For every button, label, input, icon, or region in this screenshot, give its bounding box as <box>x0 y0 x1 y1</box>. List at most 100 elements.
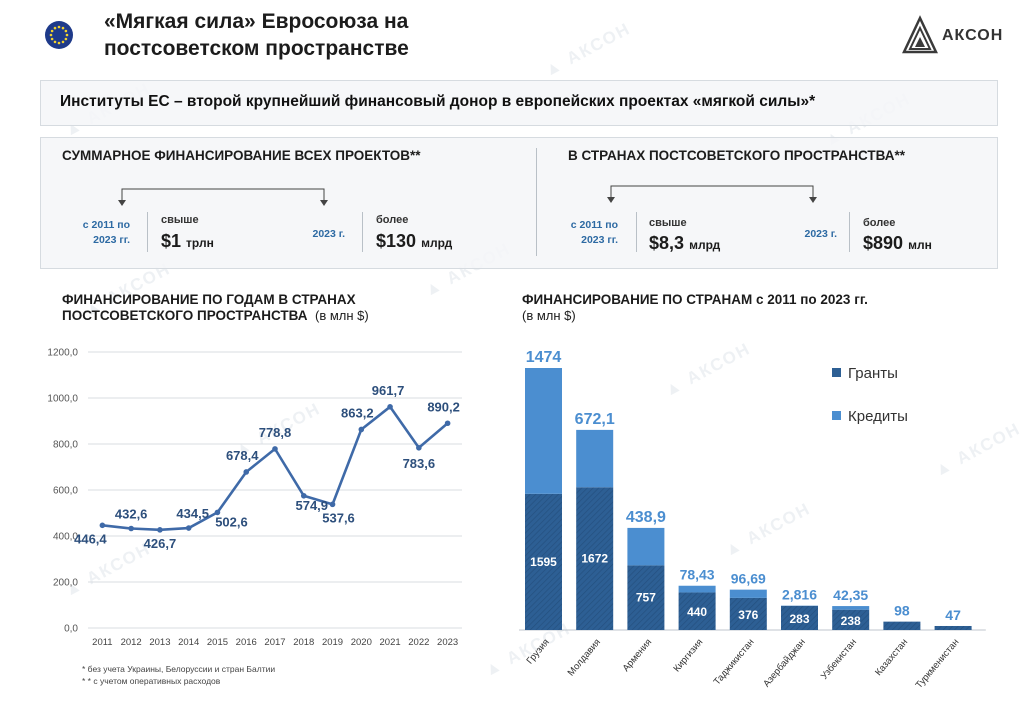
bar-top-label: 98 <box>894 603 910 619</box>
watermark: АКСОН <box>931 419 1024 481</box>
y-tick-label: 200,0 <box>53 578 78 589</box>
period-to: 2023 г. <box>804 228 837 240</box>
bar-grants <box>781 605 818 630</box>
data-label: 890,2 <box>427 399 460 414</box>
stat-label: свыше <box>649 217 687 229</box>
akson-logo-icon <box>902 15 938 54</box>
panel-divider <box>536 148 537 256</box>
category-label: Азербайджан <box>761 637 808 690</box>
y-tick-label: 400,0 <box>53 532 78 543</box>
stat-number: $130 <box>376 231 417 251</box>
line-chart-title: ФИНАНСИРОВАНИЕ ПО ГОДАМ В СТРАНАХ ПОСТСО… <box>62 292 369 324</box>
category-label: Таджикистан <box>712 637 757 688</box>
period-from: с 2011 по 2023 гг. <box>82 219 130 246</box>
line-chart: 0,0 200,0 400,0 600,0 800,0 1000,0 1200,0 2011 2… <box>47 348 462 648</box>
y-tick-label: 1200,0 <box>47 348 78 359</box>
stat-label: более <box>376 214 409 226</box>
data-label: 778,8 <box>259 425 292 440</box>
data-point <box>128 525 134 532</box>
data-point <box>444 420 451 427</box>
category-label: Узбекистан <box>819 637 859 682</box>
x-tick-label: 2019 <box>322 637 343 648</box>
category-label: Казахстан <box>873 637 910 678</box>
bar-top-label: 42,35 <box>833 587 868 603</box>
title-line-2: постсоветском пространстве <box>104 37 409 60</box>
bar-grants <box>525 493 562 630</box>
bar-grants <box>832 609 870 630</box>
data-label: 961,7 <box>372 383 405 398</box>
data-point <box>358 426 365 433</box>
data-label: 863,2 <box>341 405 374 420</box>
stat-number: $8,3 <box>649 233 685 253</box>
period-arrow <box>607 185 817 203</box>
data-point <box>185 525 192 531</box>
category-label: Молдавия <box>566 637 603 679</box>
bar-grants <box>934 625 972 630</box>
x-tick-label: 2021 <box>380 637 401 648</box>
period-arrow <box>118 188 328 206</box>
period-to: 2023 г. <box>312 228 345 240</box>
stat-divider <box>147 212 148 252</box>
bar-credits <box>576 429 614 488</box>
x-tick-label: 2013 <box>149 637 170 648</box>
bar-inner-label: 1595 <box>530 555 557 569</box>
bar-chart-title-1: ФИНАНСИРОВАНИЕ ПО СТРАНАМ с 2011 по 2023… <box>522 292 868 307</box>
stat-unit: трлн <box>186 236 214 250</box>
data-label: 426,7 <box>144 536 177 551</box>
data-label: 574,9 <box>295 498 328 513</box>
data-label: 446,4 <box>74 531 107 546</box>
x-tick-label: 2020 <box>351 637 372 648</box>
data-point <box>300 492 307 499</box>
bar-grants <box>576 487 614 630</box>
category-label: Киргизия <box>671 637 705 674</box>
x-tick-label: 2018 <box>293 637 314 648</box>
data-label: 434,5 <box>176 506 209 521</box>
bar-credits <box>832 606 870 610</box>
x-tick-label: 2016 <box>236 637 257 648</box>
watermark: АКСОН <box>721 499 815 561</box>
bar-top-label: 438,9 <box>626 509 666 526</box>
stat-unit: млн <box>908 238 932 252</box>
stat-divider <box>362 212 363 252</box>
bar-top-label: 2,816 <box>782 587 817 603</box>
bar-top-label: 672,1 <box>575 411 615 428</box>
page-title: «Мягкая сила» Евросоюза на постсоветском… <box>104 8 624 62</box>
stat-number: $890 <box>863 233 904 253</box>
stat-label: свыше <box>161 214 199 226</box>
data-point <box>329 501 336 508</box>
totals-right-heading: В СТРАНАХ ПОСТСОВЕТСКОГО ПРОСТРАНСТВА** <box>568 148 905 163</box>
x-tick-label: 2012 <box>121 637 142 648</box>
legend-swatch-grants <box>832 368 841 377</box>
bar-top-label: 1474 <box>526 349 562 366</box>
data-point <box>272 446 278 452</box>
stat-value: $130 млрд <box>376 231 452 252</box>
bar-inner-label: 283 <box>789 612 809 626</box>
stat-value: $8,3 млрд <box>649 233 720 254</box>
title-line-1: «Мягкая сила» Евросоюза на <box>104 10 409 33</box>
data-label: 678,4 <box>226 448 259 463</box>
stat-unit: млрд <box>689 238 721 252</box>
watermark: АКСОН <box>661 339 755 401</box>
x-tick-label: 2011 <box>92 637 112 648</box>
bar-credits <box>627 527 665 566</box>
data-point <box>99 522 106 529</box>
x-tick-label: 2022 <box>408 637 429 648</box>
bar-inner-label: 440 <box>687 605 707 619</box>
bar-credits <box>525 368 562 494</box>
footnote-2: * * с учетом оперативных расходов <box>82 676 221 686</box>
totals-panel <box>40 137 998 269</box>
bar-inner-label: 238 <box>841 614 861 628</box>
bar-grants <box>627 565 665 630</box>
y-tick-label: 0,0 <box>64 624 78 635</box>
category-label: Армения <box>621 637 655 674</box>
bar-grants <box>678 592 716 630</box>
bar-grants <box>883 621 921 630</box>
bar-top-label: 96,69 <box>731 571 766 587</box>
x-tick-label: 2015 <box>207 637 228 648</box>
x-tick-label: 2014 <box>178 637 199 648</box>
bar-grants <box>729 597 767 630</box>
bar-chart-unit: (в млн $) <box>522 308 576 323</box>
legend-swatch-credits <box>832 411 841 420</box>
bar-inner-label: 1672 <box>581 552 608 566</box>
y-tick-label: 1000,0 <box>47 394 78 405</box>
